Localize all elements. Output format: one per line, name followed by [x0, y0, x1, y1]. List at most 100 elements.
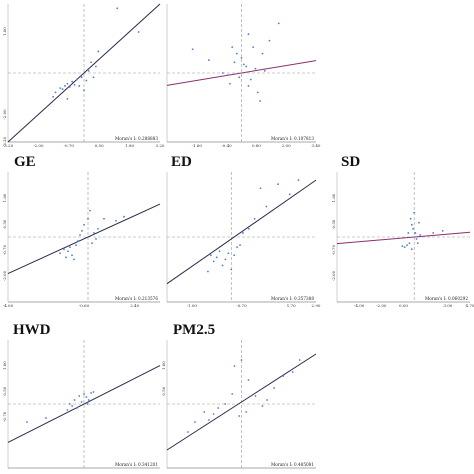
- x-tick-label: -2.00: [376, 303, 387, 308]
- x-tick-label: 1.70: [287, 303, 296, 308]
- data-point: [89, 209, 91, 212]
- data-point: [79, 234, 81, 236]
- data-point: [123, 215, 125, 218]
- data-point: [242, 232, 244, 234]
- x-tick-label: -1.60: [192, 143, 203, 148]
- data-point: [87, 399, 90, 401]
- panel-title: HWD: [13, 322, 51, 338]
- y-tick-label: -2.00: [331, 270, 336, 281]
- data-point: [69, 246, 71, 249]
- morans-i-label: Moran's I: 0.060292: [425, 296, 468, 301]
- panel-title: SD: [341, 154, 360, 170]
- data-point: [75, 407, 78, 409]
- panel-title: PM2.5: [173, 322, 215, 338]
- data-point: [231, 46, 234, 49]
- data-point: [75, 78, 78, 81]
- data-point: [221, 264, 224, 267]
- data-point: [240, 57, 243, 59]
- panel-2: -1.60 -0.40 0.80 2.00 3.40 Moran's I: 0.10781…: [166, 4, 321, 148]
- data-point: [92, 76, 95, 79]
- panel-3: GE -4.00 -0.60 2.40 1.80 0.50 -0.70 -2.00 Moran'…: [2, 154, 161, 308]
- morans-i-label: Moran's I: 0.357388: [271, 296, 314, 301]
- x-tick-label: 2.40: [130, 303, 139, 308]
- data-point: [256, 91, 259, 94]
- data-point: [239, 244, 241, 247]
- data-point: [233, 61, 236, 64]
- y-tick-label: -0.70: [331, 244, 336, 255]
- x-tick-label: 0.00: [399, 303, 408, 308]
- x-tick-label: 0.50: [95, 143, 104, 148]
- data-point: [90, 61, 93, 64]
- data-point: [77, 240, 79, 242]
- x-tick-label: -4.00: [354, 303, 365, 308]
- y-tick-label: -2.00: [2, 270, 7, 281]
- data-point: [209, 254, 212, 257]
- data-point: [91, 242, 93, 244]
- data-point: [245, 65, 248, 68]
- regression-line: [166, 353, 317, 451]
- morans-i-label: Moran's I: 0.288883: [115, 136, 158, 141]
- data-point: [412, 227, 414, 230]
- data-point: [66, 409, 69, 411]
- data-point: [212, 260, 215, 263]
- data-point: [288, 193, 291, 196]
- data-point: [87, 69, 90, 72]
- data-point: [208, 59, 210, 61]
- data-point: [240, 359, 243, 361]
- x-tick-label: 3.20: [156, 143, 165, 148]
- data-point: [298, 359, 301, 361]
- data-point: [64, 85, 66, 87]
- data-point: [73, 399, 76, 401]
- data-point: [249, 78, 252, 81]
- data-point: [191, 48, 194, 51]
- x-tick-label: -3.20: [3, 143, 14, 148]
- data-point: [247, 85, 250, 87]
- data-point: [406, 244, 408, 247]
- data-point: [83, 89, 85, 92]
- data-point: [233, 365, 236, 367]
- data-point: [408, 242, 411, 244]
- y-tick-label: -0.70: [2, 411, 7, 422]
- panel-5: SD -4.00 -2.00 0.00 3.00 4.70 1.80 0.50 -0.70 -2.…: [331, 154, 474, 308]
- data-point: [217, 407, 220, 409]
- panel-title: ED: [171, 154, 192, 170]
- data-point: [253, 217, 256, 220]
- data-point: [73, 258, 75, 261]
- data-point: [247, 379, 250, 381]
- data-point: [93, 232, 95, 234]
- x-tick-label: -0.60: [79, 303, 90, 308]
- x-tick-label: 3.00: [443, 303, 452, 308]
- data-point: [78, 395, 81, 397]
- data-point: [413, 211, 416, 214]
- x-tick-label: 2.90: [312, 303, 321, 308]
- regression-line: [7, 203, 161, 275]
- y-tick-label: 1.80: [331, 193, 336, 202]
- data-point: [259, 187, 262, 190]
- regression-line: [166, 60, 317, 86]
- data-point: [187, 431, 189, 433]
- data-point: [75, 244, 77, 247]
- data-point: [78, 85, 81, 87]
- data-point: [242, 63, 245, 66]
- x-tick-label: 1.80: [125, 143, 134, 148]
- data-point: [416, 242, 419, 244]
- y-tick-label: 1.80: [2, 361, 7, 370]
- data-point: [80, 401, 83, 403]
- data-point: [67, 250, 69, 253]
- data-point: [415, 238, 418, 240]
- data-point: [231, 393, 234, 395]
- morans-i-label: Moran's I: 0.213576: [115, 296, 158, 301]
- x-tick-label: 3.40: [312, 143, 321, 148]
- data-point: [85, 396, 88, 398]
- y-tick-label: 0.50: [161, 386, 166, 395]
- morans-i-label: Moran's I: 0.485081: [271, 462, 314, 467]
- data-point: [282, 375, 285, 377]
- data-point: [208, 419, 210, 421]
- data-point: [235, 52, 238, 55]
- data-point: [92, 391, 95, 393]
- data-point: [226, 74, 229, 77]
- data-point: [277, 183, 279, 186]
- data-point: [52, 95, 55, 98]
- data-point: [80, 76, 83, 79]
- y-tick-label: 1.80: [161, 361, 166, 370]
